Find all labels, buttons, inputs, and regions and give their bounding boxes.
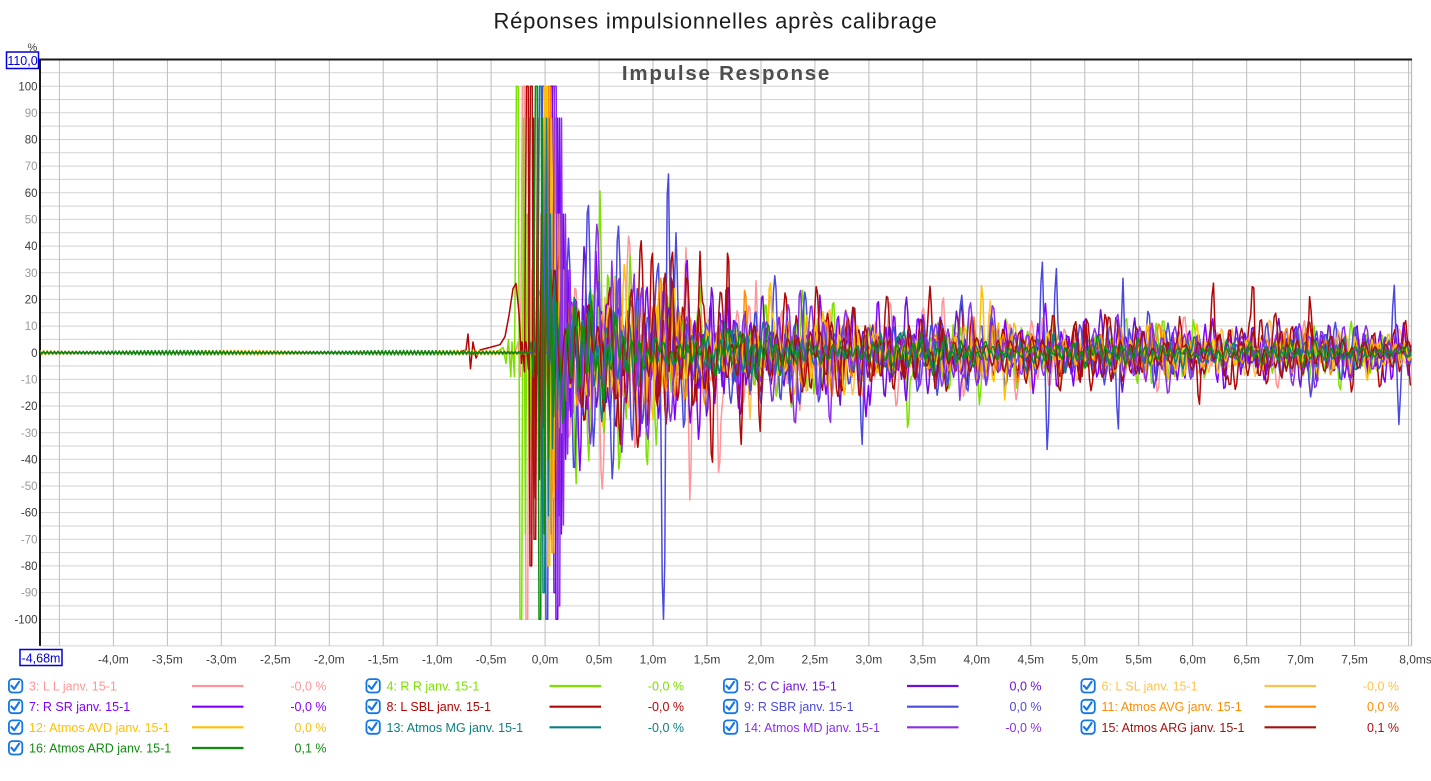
- svg-text:4,0m: 4,0m: [963, 653, 990, 667]
- svg-text:-0,5m: -0,5m: [476, 653, 507, 667]
- svg-text:90: 90: [25, 108, 38, 120]
- svg-text:8,0ms: 8,0ms: [1399, 653, 1431, 667]
- svg-text:8: L SBL janv. 15-1: 8: L SBL janv. 15-1: [387, 700, 492, 714]
- svg-text:-0,0 %: -0,0 %: [1005, 721, 1041, 735]
- svg-text:30: 30: [25, 268, 38, 280]
- svg-text:0,0 %: 0,0 %: [1010, 680, 1042, 694]
- svg-text:-10: -10: [21, 375, 38, 387]
- svg-text:0,1 %: 0,1 %: [295, 742, 327, 756]
- svg-text:-40: -40: [21, 454, 38, 466]
- svg-text:110,0: 110,0: [7, 54, 37, 68]
- svg-text:70: 70: [25, 161, 38, 173]
- svg-text:100: 100: [18, 81, 37, 93]
- svg-text:-2,5m: -2,5m: [260, 653, 291, 667]
- svg-text:0,0 %: 0,0 %: [1367, 700, 1399, 714]
- svg-text:12: Atmos AVD janv. 15-1: 12: Atmos AVD janv. 15-1: [29, 721, 170, 735]
- svg-text:-0,0 %: -0,0 %: [648, 700, 684, 714]
- svg-text:60: 60: [25, 188, 38, 200]
- svg-text:0,0 %: 0,0 %: [1010, 700, 1042, 714]
- svg-text:5,0m: 5,0m: [1071, 653, 1098, 667]
- svg-text:11: Atmos AVG janv. 15-1: 11: Atmos AVG janv. 15-1: [1102, 700, 1242, 714]
- svg-text:6: L SL janv. 15-1: 6: L SL janv. 15-1: [1102, 680, 1198, 694]
- svg-text:7,5m: 7,5m: [1341, 653, 1368, 667]
- svg-text:-4,68m: -4,68m: [22, 652, 61, 666]
- svg-text:10: 10: [25, 321, 38, 333]
- svg-text:2,0m: 2,0m: [748, 653, 775, 667]
- svg-text:-30: -30: [21, 428, 38, 440]
- svg-text:16: Atmos ARD janv. 15-1: 16: Atmos ARD janv. 15-1: [29, 742, 171, 756]
- svg-text:3,5m: 3,5m: [910, 653, 937, 667]
- svg-text:80: 80: [25, 135, 38, 147]
- svg-text:-0,0 %: -0,0 %: [1363, 680, 1399, 694]
- svg-text:1,5m: 1,5m: [694, 653, 721, 667]
- svg-text:-0,0 %: -0,0 %: [290, 680, 326, 694]
- svg-text:-1,0m: -1,0m: [422, 653, 453, 667]
- svg-text:1,0m: 1,0m: [640, 653, 667, 667]
- svg-text:0,5m: 0,5m: [586, 653, 613, 667]
- svg-text:-70: -70: [21, 534, 38, 546]
- svg-text:0: 0: [31, 348, 37, 360]
- svg-text:6,0m: 6,0m: [1179, 653, 1206, 667]
- svg-text:0,1 %: 0,1 %: [1367, 721, 1399, 735]
- svg-text:-20: -20: [21, 401, 38, 413]
- svg-text:Réponses impulsionnelles après: Réponses impulsionnelles après calibrage: [493, 9, 937, 34]
- svg-text:2,5m: 2,5m: [802, 653, 829, 667]
- svg-text:13: Atmos MG janv. 15-1: 13: Atmos MG janv. 15-1: [387, 721, 524, 735]
- svg-text:3: L L janv. 15-1: 3: L L janv. 15-1: [29, 680, 117, 694]
- svg-text:%: %: [28, 42, 38, 54]
- svg-text:7: R SR janv. 15-1: 7: R SR janv. 15-1: [29, 700, 130, 714]
- svg-text:-0,0 %: -0,0 %: [648, 680, 684, 694]
- svg-text:Impulse Response: Impulse Response: [622, 62, 831, 85]
- svg-text:3,0m: 3,0m: [856, 653, 883, 667]
- svg-text:5,5m: 5,5m: [1125, 653, 1152, 667]
- svg-text:-3,0m: -3,0m: [206, 653, 237, 667]
- svg-text:-0,0 %: -0,0 %: [648, 721, 684, 735]
- svg-text:14: Atmos MD janv. 15-1: 14: Atmos MD janv. 15-1: [744, 721, 880, 735]
- svg-text:9: R SBR janv. 15-1: 9: R SBR janv. 15-1: [744, 700, 854, 714]
- svg-text:-0,0 %: -0,0 %: [290, 700, 326, 714]
- svg-text:20: 20: [25, 295, 38, 307]
- svg-text:-100: -100: [14, 614, 37, 626]
- svg-text:5: C C janv. 15-1: 5: C C janv. 15-1: [744, 680, 837, 694]
- svg-text:-1,5m: -1,5m: [368, 653, 399, 667]
- svg-text:4,5m: 4,5m: [1017, 653, 1044, 667]
- svg-text:-2,0m: -2,0m: [314, 653, 345, 667]
- svg-text:0,0 %: 0,0 %: [295, 721, 327, 735]
- svg-text:-80: -80: [21, 561, 38, 573]
- svg-text:4: R R janv. 15-1: 4: R R janv. 15-1: [387, 680, 480, 694]
- svg-text:-60: -60: [21, 508, 38, 520]
- svg-text:-50: -50: [21, 481, 38, 493]
- svg-text:-4,0m: -4,0m: [98, 653, 129, 667]
- svg-text:6,5m: 6,5m: [1233, 653, 1260, 667]
- svg-text:0,0m: 0,0m: [532, 653, 559, 667]
- svg-text:7,0m: 7,0m: [1287, 653, 1314, 667]
- svg-text:50: 50: [25, 215, 38, 227]
- svg-text:15: Atmos ARG janv. 15-1: 15: Atmos ARG janv. 15-1: [1102, 721, 1245, 735]
- svg-text:40: 40: [25, 241, 38, 253]
- svg-text:-3,5m: -3,5m: [152, 653, 183, 667]
- svg-text:-90: -90: [21, 588, 38, 600]
